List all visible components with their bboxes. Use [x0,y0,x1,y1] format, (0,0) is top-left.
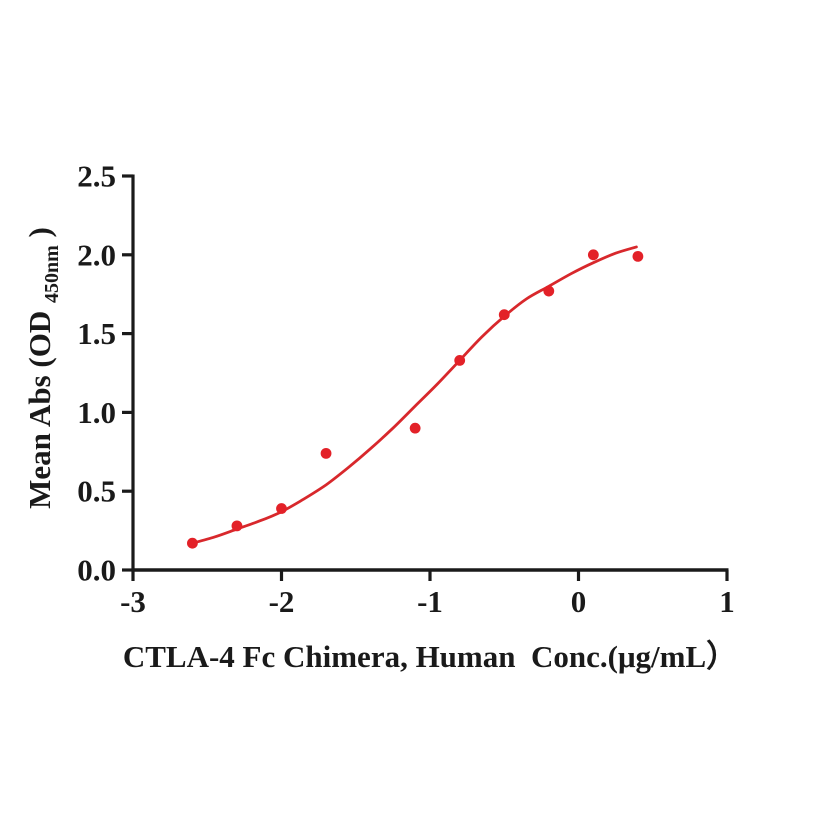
data-point [320,447,332,459]
y-axis-title-close: ) [22,227,57,237]
x-tick-label: -2 [269,584,295,619]
y-tick-label: 0.5 [77,474,116,509]
data-point [632,250,644,262]
data-point [454,354,466,366]
data-point [231,520,243,532]
y-tick-label: 1.0 [77,395,116,430]
data-point [543,285,555,297]
x-axis-title: CTLA-4 Fc Chimera, Human Conc.(μg/mL） [123,639,737,674]
y-axis-title-main: Mean Abs (OD [22,311,57,509]
y-tick-label: 1.5 [77,316,116,351]
y-tick-labels: 0.0 0.5 1.0 1.5 2.0 2.5 [77,159,116,588]
data-points [187,249,644,549]
data-point [409,422,421,434]
fit-curve [188,245,638,546]
data-point [587,249,599,261]
x-tick-label: 1 [719,584,735,619]
y-tick-label: 0.0 [77,553,116,588]
x-tick-label: -1 [417,584,443,619]
x-tick-label: 0 [571,584,587,619]
x-tick-label: -3 [120,584,146,619]
x-tick-labels: -3 -2 -1 0 1 [120,584,735,619]
y-tick-label: 2.0 [77,237,116,272]
y-axis-title-subscript: 450nm [41,245,63,303]
data-point [276,503,287,514]
dose-response-fit-line [188,245,638,546]
data-point [187,537,198,549]
data-point [498,309,510,321]
y-tick-label: 2.5 [77,159,116,194]
axes [122,174,729,581]
y-axis-title: Mean Abs (OD 450nm ) [22,227,65,509]
